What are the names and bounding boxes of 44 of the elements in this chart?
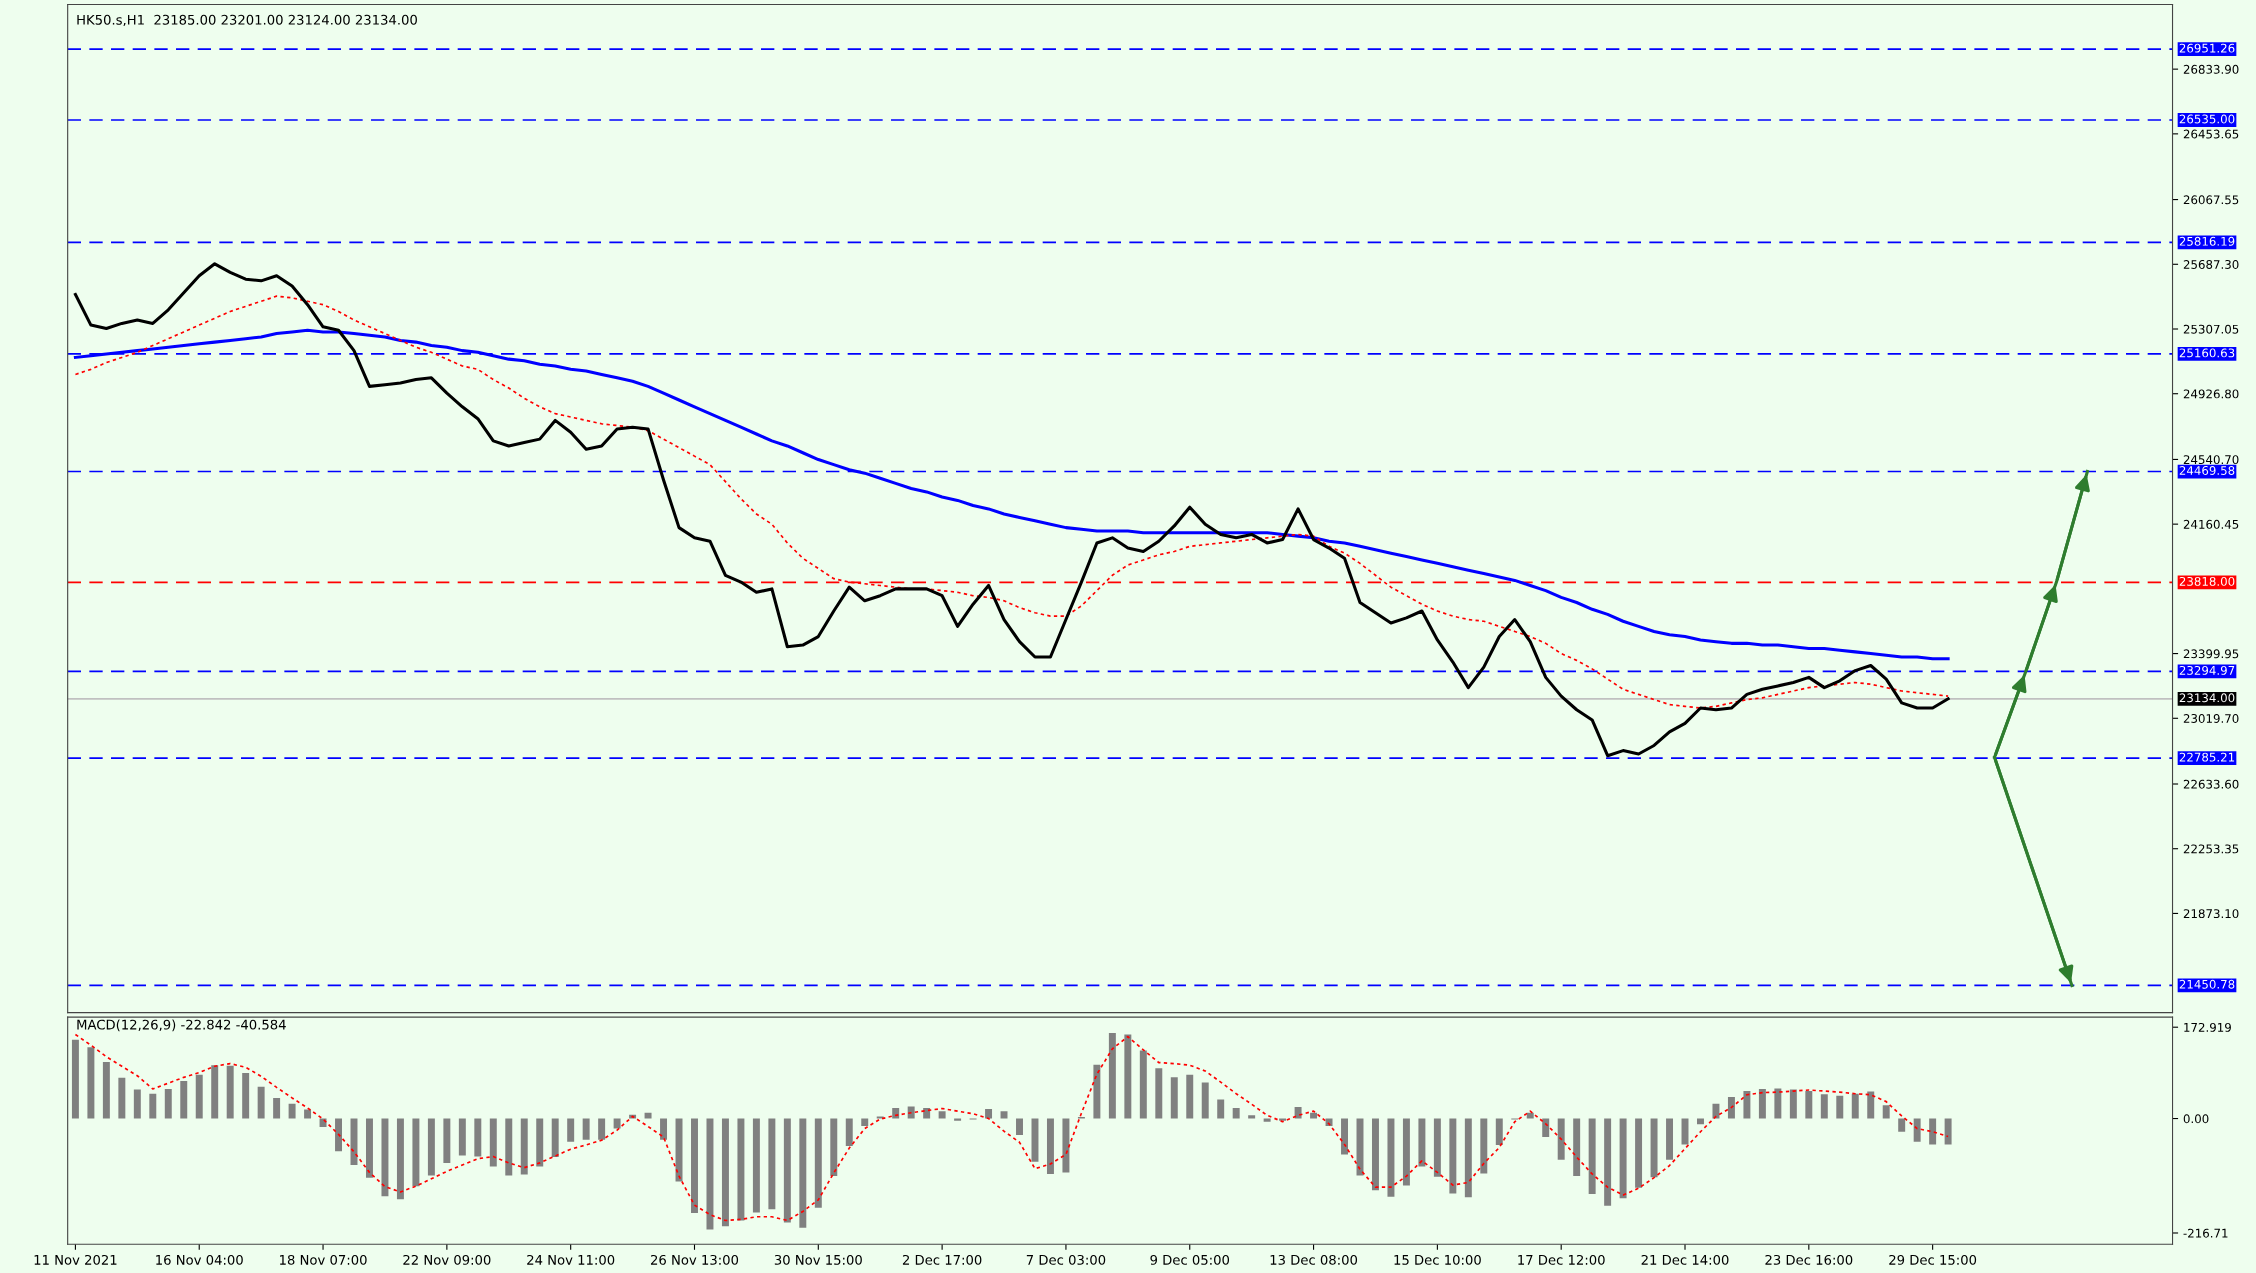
x-tick-label: 17 Dec 12:00 bbox=[1518, 1254, 1605, 1265]
x-tick-label: 30 Nov 15:00 bbox=[774, 1254, 862, 1265]
x-tick-label: 23 Dec 16:00 bbox=[1765, 1254, 1853, 1265]
x-tick-label: 13 Dec 08:00 bbox=[1270, 1254, 1358, 1265]
y-tick-label: 21873.10 bbox=[2183, 909, 2239, 919]
ref-line-label: 26951.26 bbox=[2179, 43, 2235, 53]
y-tick-label: 22253.35 bbox=[2183, 844, 2239, 854]
x-tick-label: 9 Dec 05:00 bbox=[1150, 1254, 1230, 1265]
ref-line-label: 23134.00 bbox=[2179, 693, 2235, 703]
ref-line-label: 22785.21 bbox=[2179, 752, 2235, 762]
y-tick-label: 26833.90 bbox=[2183, 64, 2239, 74]
x-tick-label: 11 Nov 2021 bbox=[34, 1254, 117, 1265]
x-tick-label: 21 Dec 14:00 bbox=[1641, 1254, 1729, 1265]
y-tick-label: 26453.65 bbox=[2183, 129, 2239, 139]
y-tick-label: -216.71 bbox=[2183, 1228, 2228, 1238]
y-tick-label: 24926.80 bbox=[2183, 389, 2239, 399]
x-tick-label: 26 Nov 13:00 bbox=[650, 1254, 739, 1265]
ref-line-label: 25160.63 bbox=[2179, 348, 2235, 358]
x-tick-label: 22 Nov 09:00 bbox=[403, 1254, 491, 1265]
ref-line-label: 24469.58 bbox=[2179, 466, 2235, 475]
ref-line-label: 25816.19 bbox=[2179, 236, 2235, 246]
ref-line-label: 26535.00 bbox=[2179, 114, 2235, 124]
text: HK50.s,H1 23185.00 23201.00 23124.00 23134.00 bbox=[77, 14, 417, 27]
x-tick-label: 16 Nov 04:00 bbox=[156, 1254, 243, 1265]
y-tick-label: 172.919 bbox=[2184, 1022, 2231, 1032]
y-tick-label: 24540.70 bbox=[2183, 455, 2239, 465]
y-tick-label: 25307.05 bbox=[2183, 324, 2239, 334]
y-tick-label: 26067.55 bbox=[2183, 195, 2239, 205]
x-tick-label: 7 Dec 03:00 bbox=[1026, 1254, 1106, 1265]
x-tick-label: 2 Dec 17:00 bbox=[902, 1254, 982, 1265]
x-tick-label: 29 Dec 15:00 bbox=[1889, 1254, 1977, 1265]
x-tick-label: 18 Nov 07:00 bbox=[280, 1254, 367, 1265]
y-tick-label: 25687.30 bbox=[2183, 260, 2239, 269]
chart-title: MACD(12,26,9) -22.842 -40.584 bbox=[77, 1019, 286, 1032]
ref-line-label: 23294.97 bbox=[2179, 665, 2235, 675]
y-tick-label: 22633.60 bbox=[2183, 779, 2239, 789]
x-tick-label: 24 Nov 11:00 bbox=[527, 1254, 615, 1265]
y-tick-label: 23399.95 bbox=[2183, 649, 2239, 659]
y-tick-label: 24160.45 bbox=[2183, 519, 2239, 529]
ref-line-label: 21450.78 bbox=[2179, 979, 2235, 989]
ref-line-label: 23818.00 bbox=[2179, 576, 2235, 586]
x-tick-label: 15 Dec 10:00 bbox=[1394, 1254, 1481, 1265]
y-tick-label: 0.00 bbox=[2183, 1114, 2209, 1124]
y-tick-label: 23019.70 bbox=[2183, 714, 2239, 723]
